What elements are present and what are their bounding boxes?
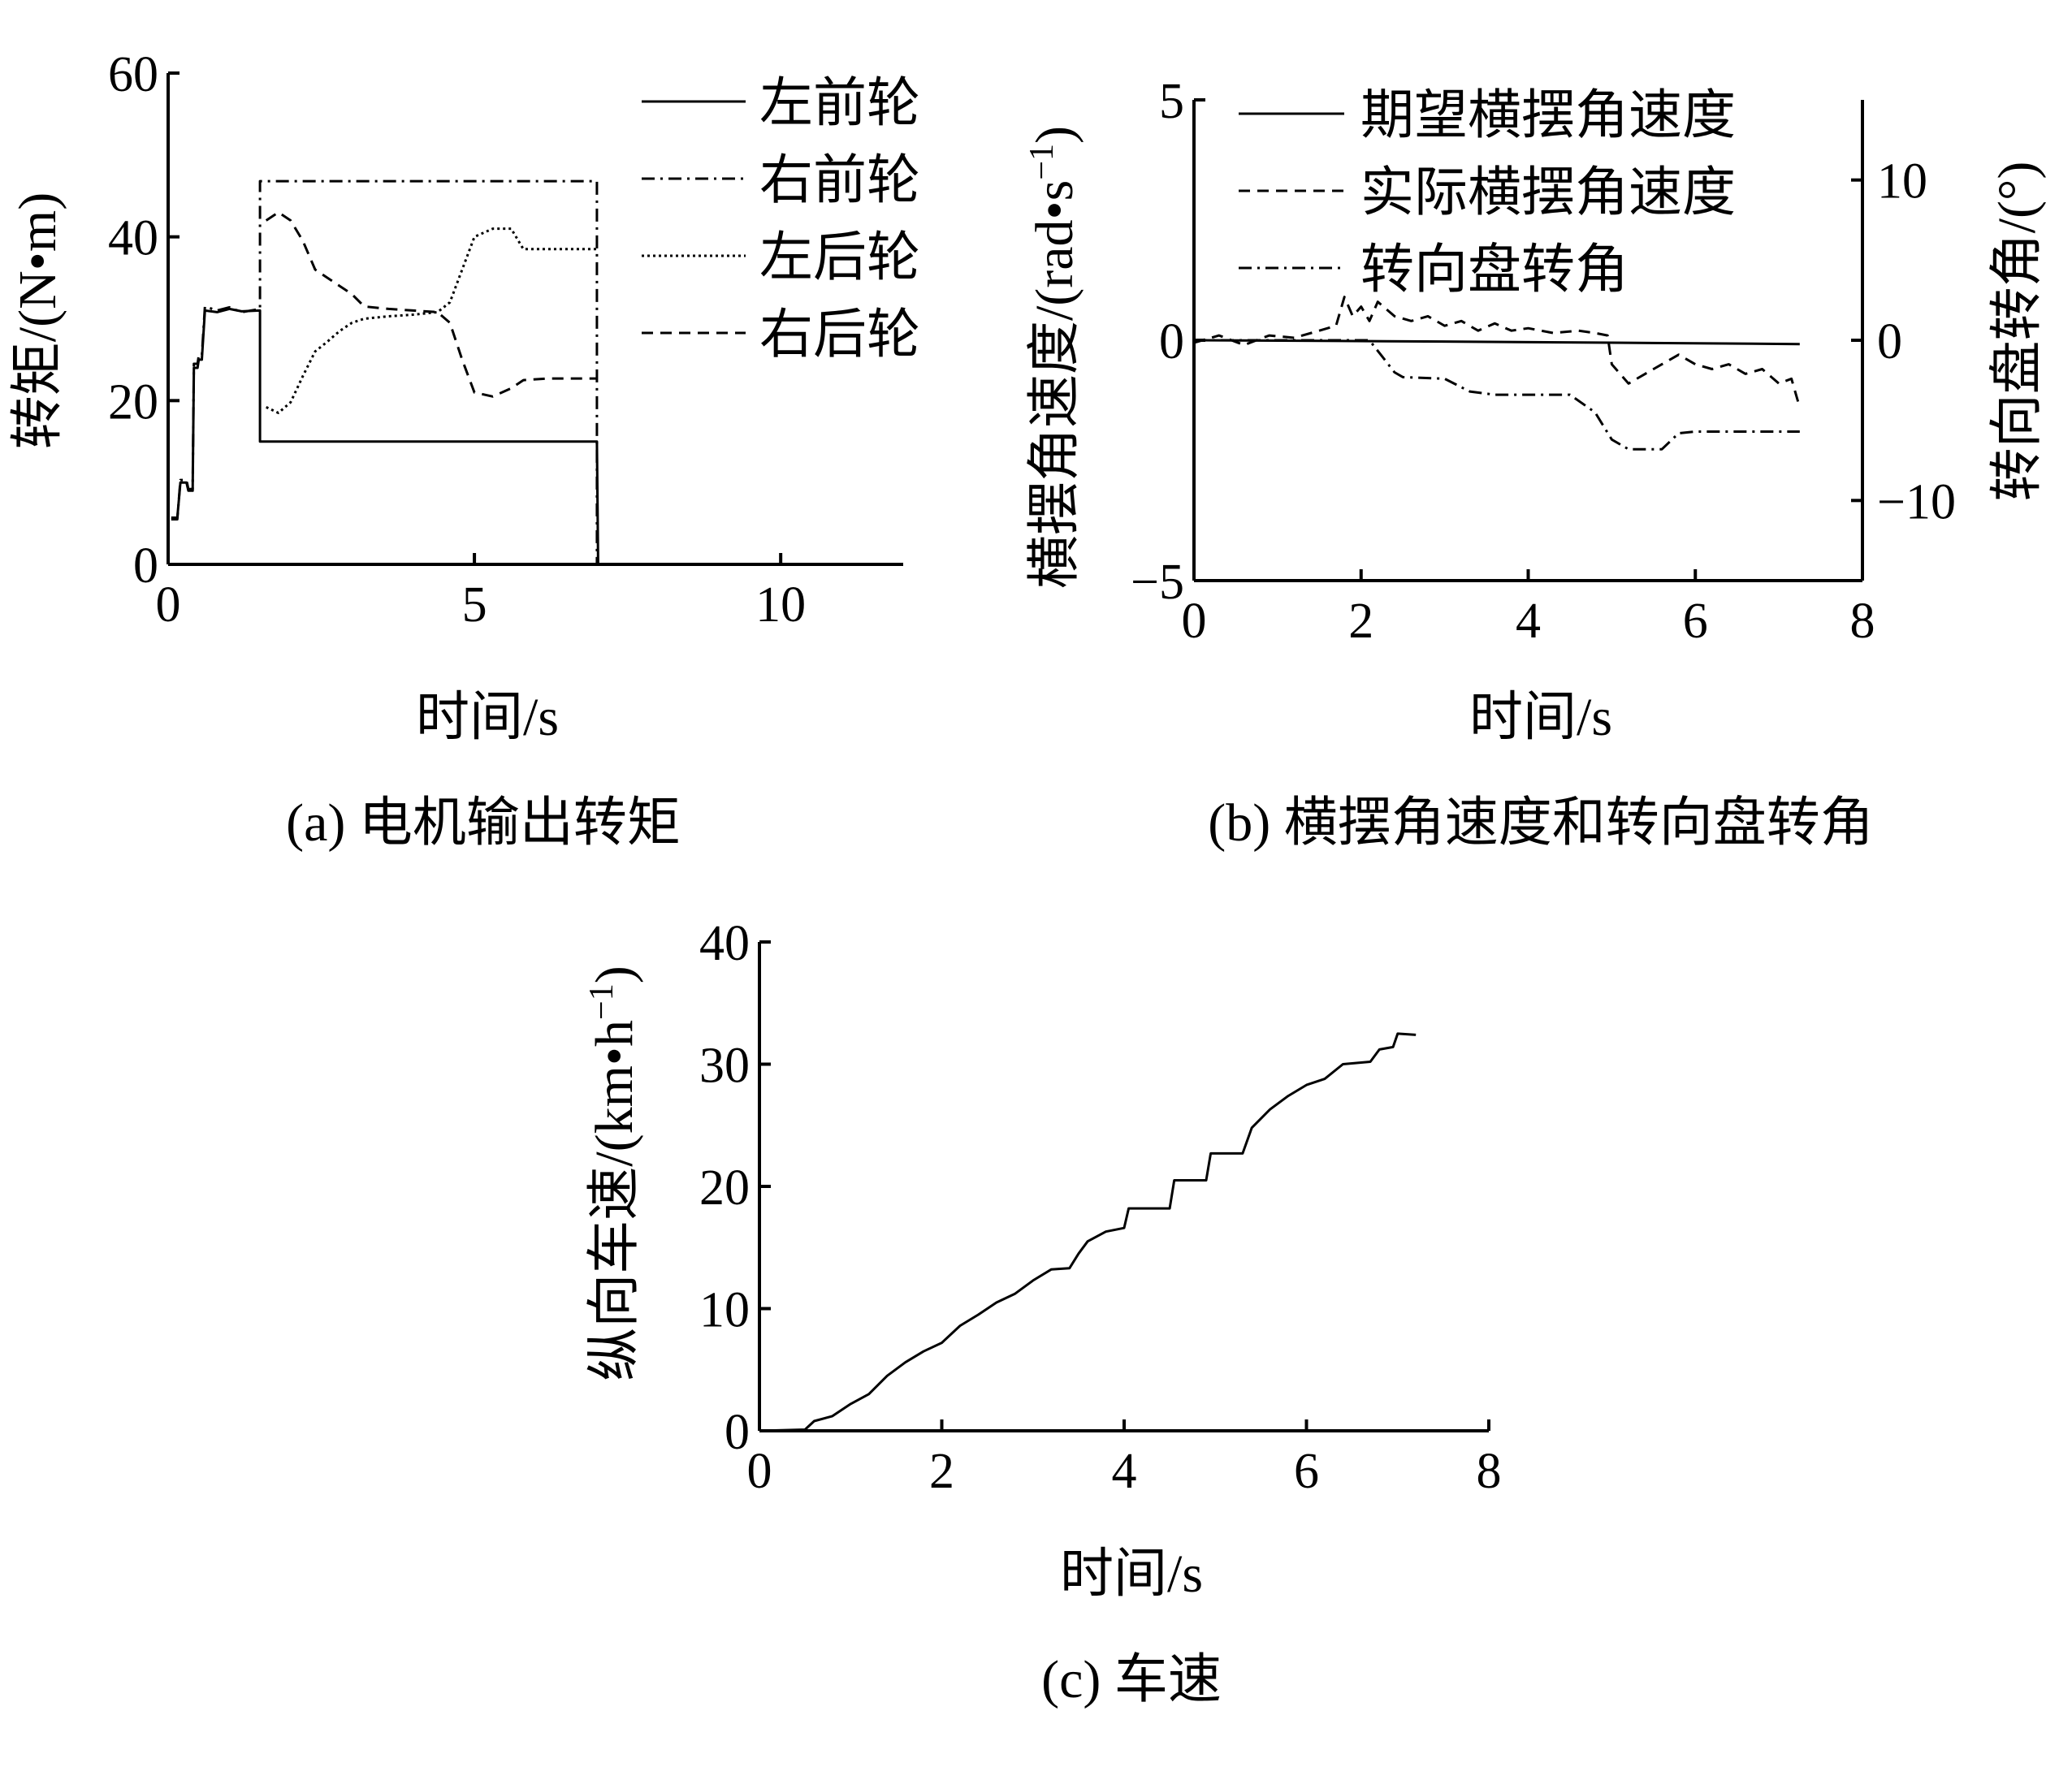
panel-c-ytick-label: 30: [699, 1039, 750, 1094]
panel-b-xtick-label: 2: [1348, 594, 1373, 649]
panel-b-ylabel-sup: −1: [1023, 144, 1061, 180]
panel-a-legend-label: 右前轮: [759, 151, 920, 210]
panel-b-y2label: 转向盘转角/(°): [1988, 162, 2047, 502]
panel-c-xtick-label: 8: [1477, 1444, 1502, 1499]
panel-a-motor-torque: 0 5 10 0 20 40 60 时间/s 转矩/(N•m) (a) 电机输出转矩 左前轮…: [8, 47, 920, 853]
panel-b-series-3-line: [1194, 339, 1800, 451]
panel-a-xtick-label: 10: [755, 577, 806, 633]
panel-a-ytick-label: 0: [133, 538, 158, 594]
panel-c-ylabel-main: 纵向车速/(km•h: [585, 1020, 644, 1381]
panel-c-series-1-line: [759, 1032, 1417, 1432]
panel-b-y2tick-label: −10: [1877, 474, 1956, 529]
panel-a-ticks: 0 5 10 0 20 40 60: [108, 47, 806, 633]
panel-b-y2tick-label: 0: [1877, 314, 1902, 369]
panel-c-vehicle-speed: 0 2 4 6 8 0 10 20 30 40 时间/s 纵向车速/(km•h−1) (c) 车速: [583, 916, 1502, 1709]
panel-c-xtick-label: 4: [1112, 1444, 1137, 1499]
panel-c-caption: (c) 车速: [1041, 1650, 1222, 1709]
panel-b-xlabel: 时间/s: [1469, 688, 1612, 747]
panel-a-xtick-label: 5: [462, 577, 487, 633]
panel-b-ylabel: 横摆角速度/(rad•s−1): [1023, 126, 1084, 589]
panel-b-xtick-label: 4: [1516, 594, 1541, 649]
panel-c-xtick-label: 2: [929, 1444, 954, 1499]
panel-a-series-3-line: [266, 227, 597, 414]
panel-a-ylabel: 转矩/(N•m): [8, 192, 67, 449]
panel-c-ytick-label: 20: [699, 1160, 750, 1216]
panel-c-ytick-label: 10: [699, 1283, 750, 1338]
panel-b-xtick-label: 6: [1683, 594, 1708, 649]
panel-b-y2tick-label: 10: [1877, 154, 1927, 210]
panel-a-ytick-label: 20: [108, 374, 158, 430]
panel-b-ytick-label: −5: [1131, 555, 1184, 610]
panel-b-series-1-line: [1193, 339, 1800, 346]
panel-a-legend-label: 左前轮: [759, 74, 920, 133]
panel-c-ytick-label: 40: [699, 916, 750, 971]
panel-c-xlabel: 时间/s: [1060, 1545, 1203, 1604]
panel-c-xtick-label: 6: [1294, 1444, 1319, 1499]
panel-a-ytick-label: 40: [108, 211, 158, 266]
panel-c-ylabel-end: ): [585, 966, 644, 983]
panel-b-caption: (b) 横摆角速度和转向盘转角: [1208, 793, 1873, 853]
panel-b-legend-label: 实际横摆角速度: [1360, 163, 1736, 222]
panel-b-legend-label: 期望横摆角速度: [1360, 86, 1736, 145]
panel-b-xtick-label: 0: [1182, 594, 1207, 649]
panel-c-plot-area: [758, 942, 1489, 1432]
panel-a-xlabel: 时间/s: [416, 688, 559, 747]
panel-b-xtick-label: 8: [1850, 594, 1875, 649]
panel-c-xtick-label: 0: [747, 1444, 772, 1499]
panel-a-series-1-line: [171, 307, 609, 566]
panel-c-ylabel: 纵向车速/(km•h−1): [583, 966, 644, 1380]
panel-a-ytick-label: 60: [108, 47, 158, 102]
panel-b-ytick-label: 0: [1159, 314, 1184, 369]
panel-c-ticks: 0 2 4 6 8 0 10 20 30 40: [699, 916, 1502, 1499]
panel-a-series-4-line: [265, 210, 597, 398]
panel-b-ylabel-main: 横摆角速度/(rad•s: [1025, 180, 1084, 589]
panel-b-ylabel-end: ): [1025, 126, 1084, 144]
panel-a-caption: (a) 电机输出转矩: [286, 793, 681, 853]
panel-b-legend-label: 转向盘转角: [1360, 240, 1629, 300]
panel-a-series-2-line: [171, 179, 599, 564]
panel-a-xtick-label: 0: [156, 577, 181, 633]
panel-b-ytick-label: 5: [1159, 74, 1184, 129]
panel-b-series-2-line: [1193, 296, 1802, 408]
panel-c-ytick-label: 0: [725, 1405, 750, 1460]
panel-c-ylabel-sup: −1: [583, 983, 621, 1020]
panel-a-legend-label: 右后轮: [759, 305, 920, 365]
panel-a-legend-label: 左后轮: [759, 228, 920, 287]
